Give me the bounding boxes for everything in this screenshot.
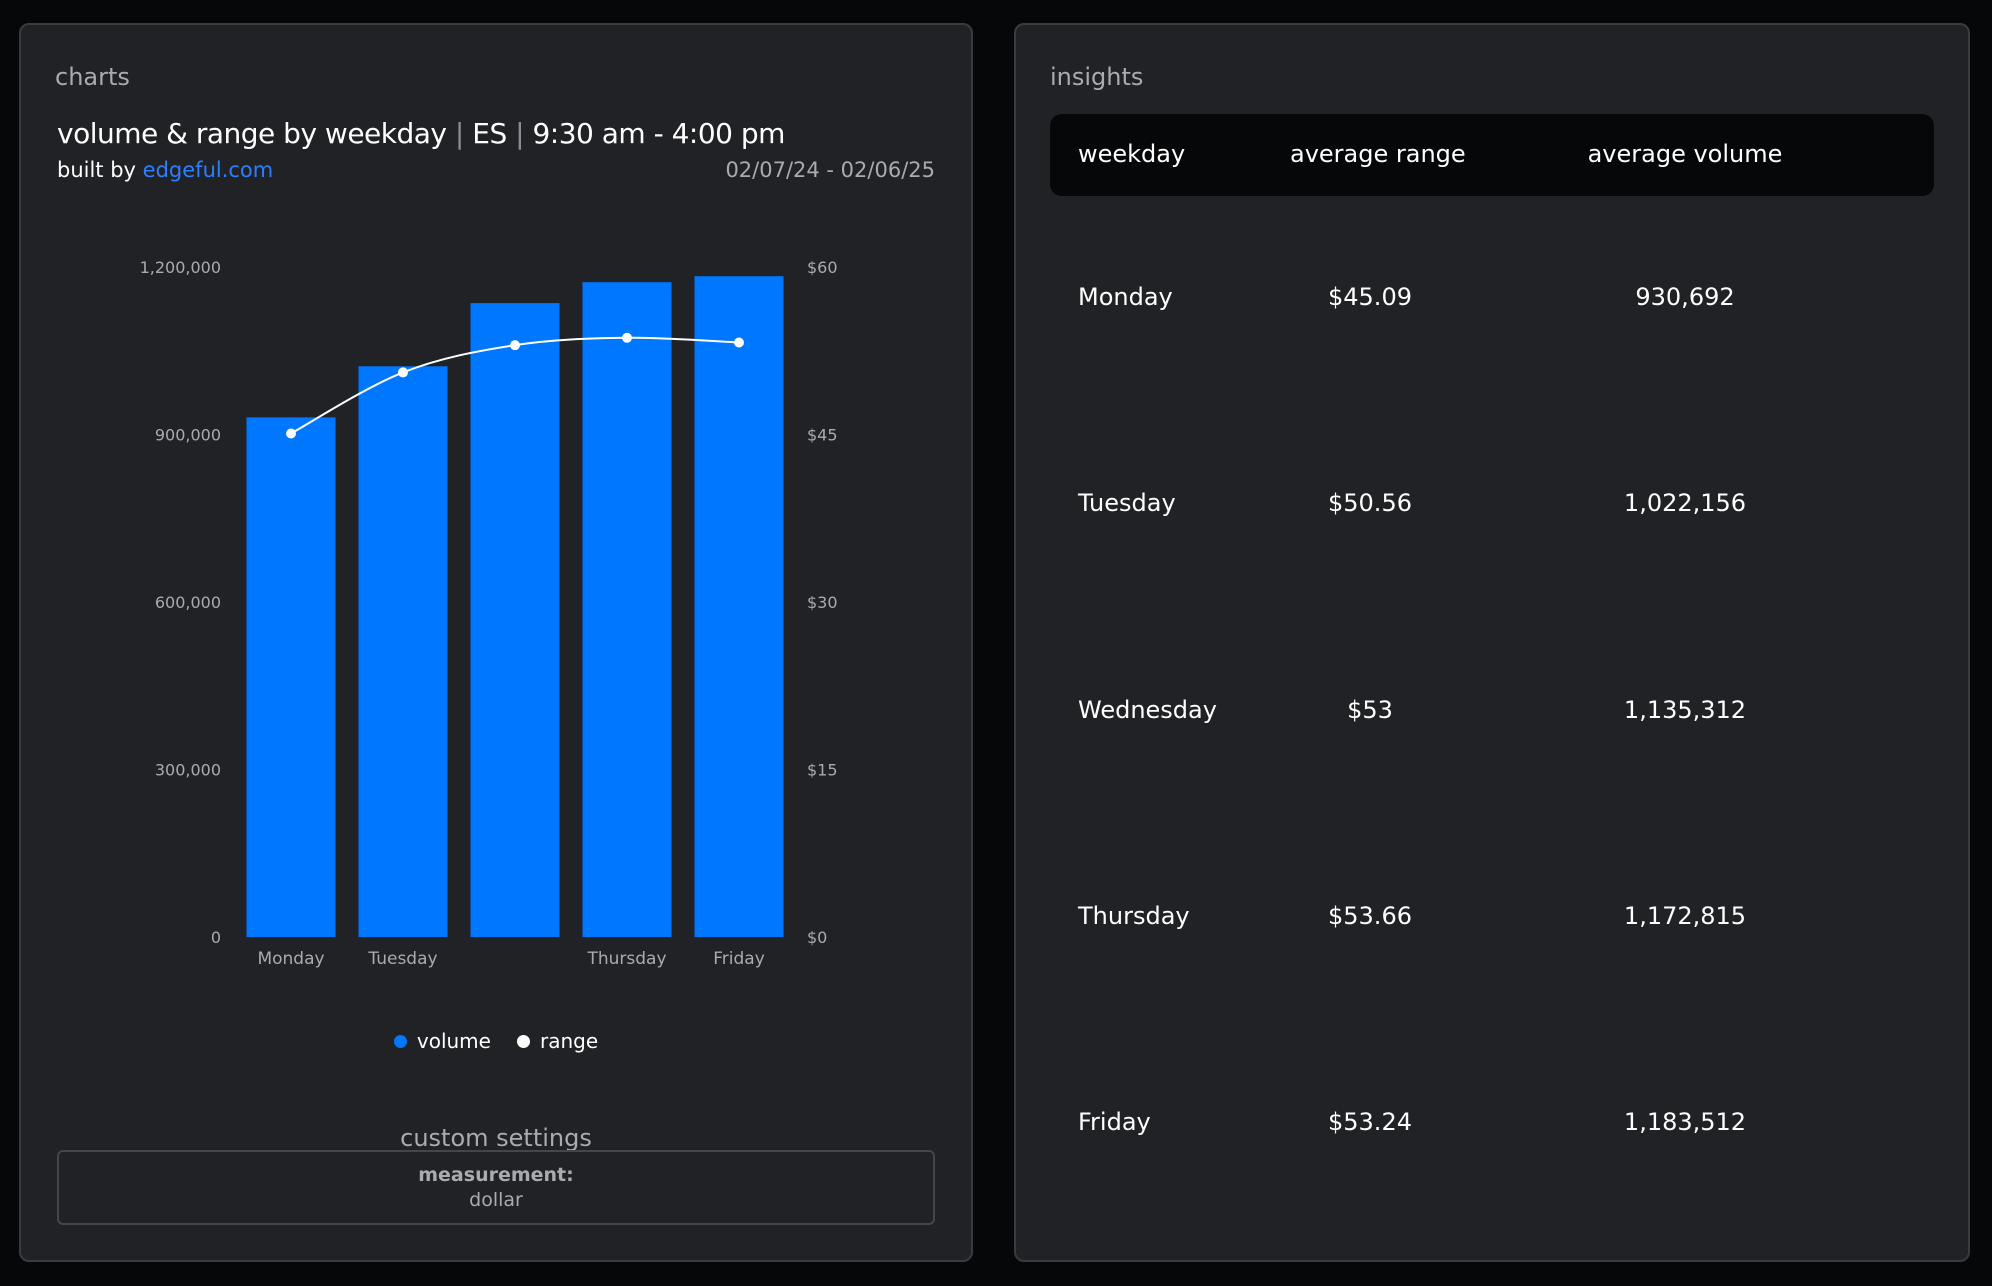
table-row: Friday $53.24 1,183,512 [1050, 1108, 1934, 1148]
range-point-monday [286, 428, 296, 439]
y-right-tick-label: $30 [807, 593, 838, 612]
cell-weekday: Wednesday [1078, 696, 1217, 724]
legend-label-volume: volume [416, 1029, 491, 1053]
table-row: Monday $45.09 930,692 [1050, 283, 1934, 323]
table-row: Wednesday $53 1,135,312 [1050, 696, 1934, 736]
legend-item-volume[interactable]: volume [393, 1029, 491, 1053]
charts-panel: charts volume & range by weekday | ES | … [19, 23, 973, 1262]
measurement-setting[interactable]: measurement: dollar [57, 1150, 935, 1225]
y-right-tick-label: $45 [807, 426, 838, 445]
cell-average-volume: 1,172,815 [1623, 902, 1747, 930]
table-row: Thursday $53.66 1,172,815 [1050, 902, 1934, 942]
legend-dot-volume [393, 1034, 407, 1048]
bar-volume-thursday [582, 282, 672, 937]
title-separator: | [515, 117, 525, 150]
column-header-average-range[interactable]: average range [1290, 140, 1466, 168]
cell-average-volume: 1,135,312 [1623, 696, 1747, 724]
cell-average-volume: 930,692 [1635, 283, 1735, 311]
title-separator: | [454, 117, 464, 150]
insights-panel: insights weekday average range average v… [1014, 23, 1970, 1262]
insights-panel-label: insights [1050, 63, 1144, 91]
legend-item-range[interactable]: range [516, 1029, 599, 1053]
cell-average-range: $53.24 [1328, 1108, 1412, 1136]
range-point-friday [734, 337, 744, 348]
cell-average-range: $53 [1347, 696, 1393, 724]
table-header: weekday average range average volume [1050, 114, 1934, 196]
y-left-tick-label: 900,000 [155, 426, 221, 445]
measurement-label: measurement: [418, 1164, 574, 1186]
chart-title: volume & range by weekday | ES | 9:30 am… [57, 117, 785, 150]
y-left-tick-label: 1,200,000 [140, 258, 221, 277]
x-tick-label: Monday [257, 949, 324, 969]
bar-volume-wednesday [470, 303, 560, 938]
volume-range-chart: 0 300,000 600,000 900,000 1,200,000 $0 $15 $30 $… [140, 258, 838, 969]
x-tick-label: Friday [713, 949, 765, 969]
chart-legend: volume range [21, 1029, 971, 1053]
legend-dot-range [516, 1034, 530, 1048]
measurement-value: dollar [469, 1189, 523, 1211]
y-left-tick-label: 300,000 [155, 761, 221, 780]
custom-settings-title: custom settings [400, 1124, 592, 1152]
legend-label-range: range [539, 1029, 599, 1053]
built-by-prefix: built by [57, 158, 136, 182]
bar-volume-monday [246, 417, 336, 937]
cell-weekday: Thursday [1078, 902, 1190, 930]
cell-average-range: $53.66 [1328, 902, 1412, 930]
cell-average-range: $45.09 [1328, 283, 1412, 311]
range-point-wednesday [510, 340, 520, 351]
charts-panel-label: charts [55, 63, 130, 91]
column-header-average-volume[interactable]: average volume [1587, 140, 1783, 168]
y-right-tick-label: $15 [807, 761, 838, 780]
cell-weekday: Monday [1078, 283, 1173, 311]
column-header-weekday[interactable]: weekday [1078, 140, 1186, 168]
y-left-tick-label: 600,000 [155, 593, 221, 612]
cell-average-range: $50.56 [1328, 489, 1412, 517]
range-point-thursday [622, 332, 632, 343]
range-point-tuesday [398, 367, 408, 378]
chart-title-symbol: ES [472, 117, 507, 150]
built-by: built by edgeful.com [57, 158, 273, 182]
y-right-tick-label: $0 [807, 928, 827, 947]
cell-weekday: Friday [1078, 1108, 1151, 1136]
cell-weekday: Tuesday [1078, 489, 1176, 517]
bar-volume-friday [694, 276, 784, 937]
cell-average-volume: 1,022,156 [1623, 489, 1747, 517]
date-range: 02/07/24 - 02/06/25 [725, 158, 935, 182]
table-row: Tuesday $50.56 1,022,156 [1050, 489, 1934, 529]
chart-title-main: volume & range by weekday [57, 117, 447, 150]
edgeful-link[interactable]: edgeful.com [142, 158, 274, 182]
bar-volume-tuesday [358, 366, 448, 937]
y-right-tick-label: $60 [807, 258, 838, 277]
cell-average-volume: 1,183,512 [1623, 1108, 1747, 1136]
y-left-tick-label: 0 [211, 928, 221, 947]
chart-title-session: 9:30 am - 4:00 pm [532, 117, 785, 150]
x-tick-label: Tuesday [367, 949, 437, 969]
x-tick-label: Thursday [586, 949, 666, 969]
